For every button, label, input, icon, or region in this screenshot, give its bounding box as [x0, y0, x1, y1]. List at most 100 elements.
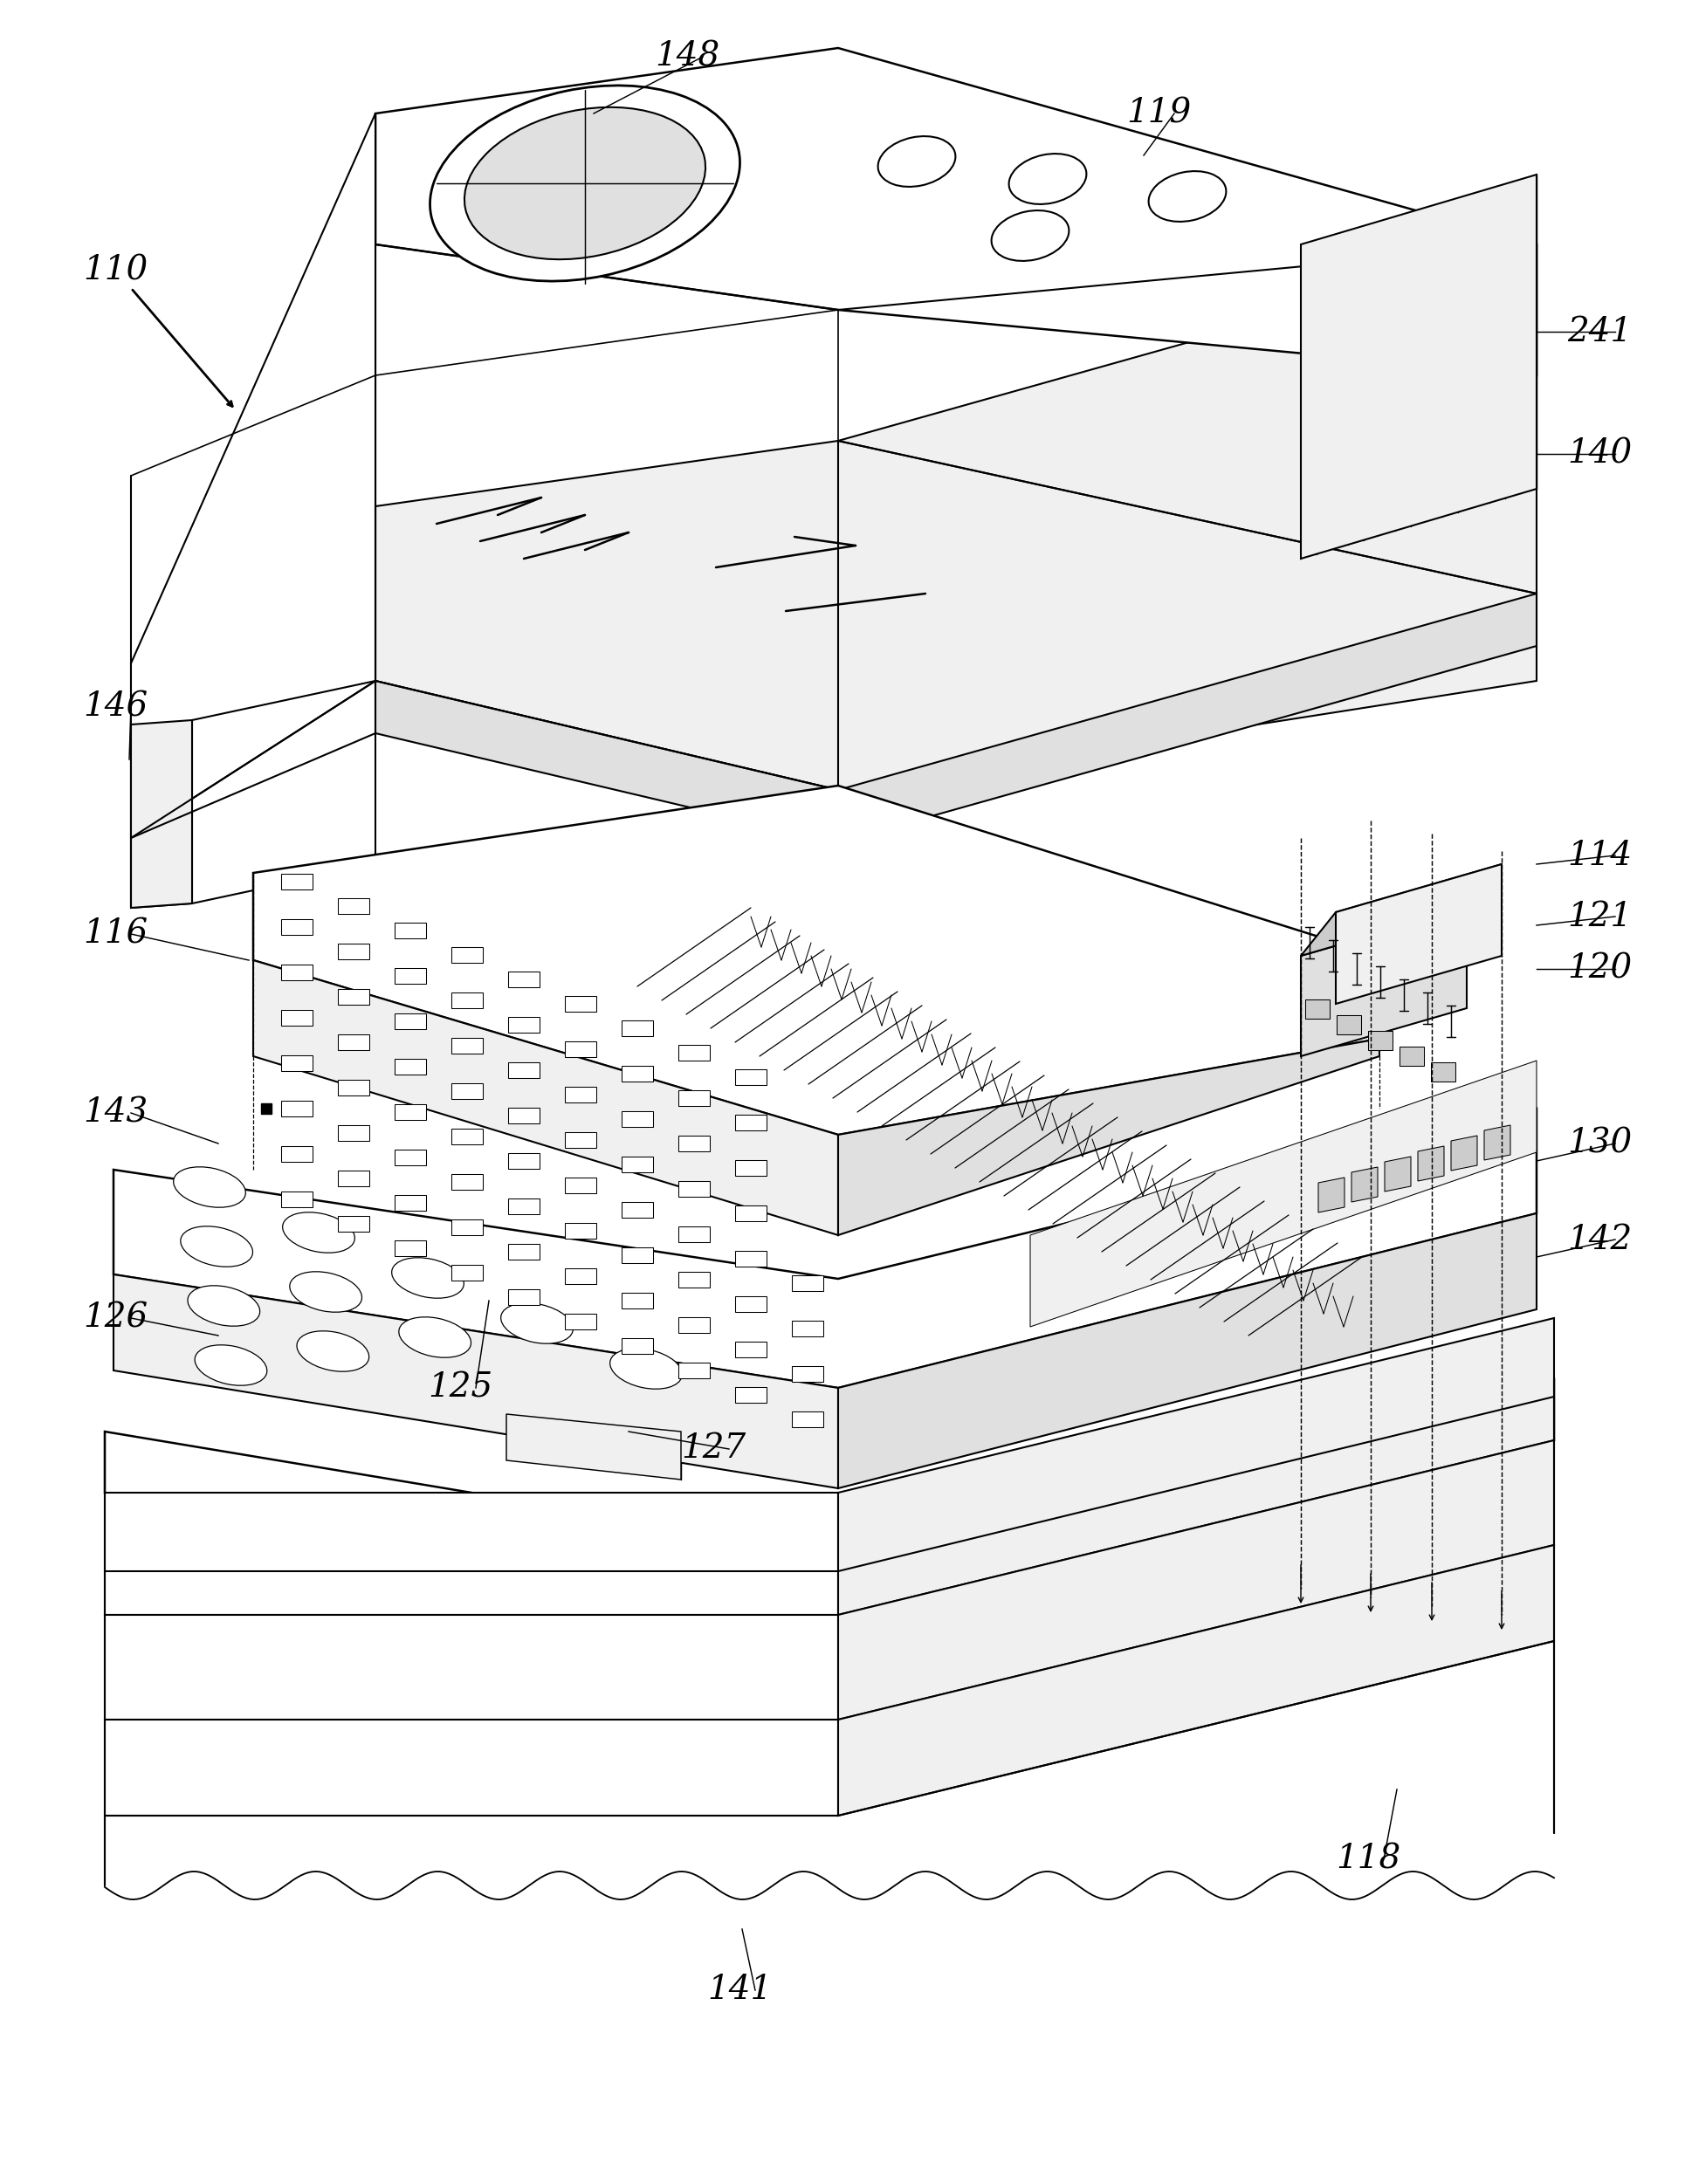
Polygon shape — [376, 48, 1535, 376]
Polygon shape — [564, 1131, 596, 1149]
Polygon shape — [564, 1269, 596, 1284]
Polygon shape — [337, 898, 369, 913]
Polygon shape — [394, 1059, 426, 1075]
Polygon shape — [131, 114, 376, 909]
Text: 110: 110 — [83, 256, 148, 286]
Polygon shape — [104, 1614, 837, 1719]
Polygon shape — [394, 1013, 426, 1029]
Polygon shape — [131, 721, 192, 909]
Polygon shape — [622, 1293, 652, 1308]
Ellipse shape — [430, 85, 740, 282]
Polygon shape — [452, 948, 482, 963]
Text: 120: 120 — [1567, 952, 1631, 985]
Polygon shape — [837, 1040, 1378, 1236]
Polygon shape — [394, 968, 426, 983]
Polygon shape — [735, 1114, 767, 1131]
Polygon shape — [735, 1251, 767, 1267]
Polygon shape — [281, 1147, 312, 1162]
Polygon shape — [735, 1387, 767, 1402]
Polygon shape — [837, 1544, 1554, 1815]
Polygon shape — [677, 1182, 709, 1197]
Polygon shape — [281, 965, 312, 981]
Polygon shape — [1336, 1016, 1360, 1035]
Polygon shape — [337, 1125, 369, 1140]
Polygon shape — [452, 1083, 482, 1099]
Polygon shape — [622, 1020, 652, 1035]
Polygon shape — [1301, 909, 1466, 1057]
Ellipse shape — [187, 1286, 259, 1326]
Text: 241: 241 — [1567, 314, 1631, 347]
Text: 143: 143 — [83, 1096, 148, 1129]
Polygon shape — [564, 1177, 596, 1192]
Ellipse shape — [991, 210, 1068, 260]
Ellipse shape — [463, 107, 704, 260]
Ellipse shape — [290, 1271, 362, 1313]
Polygon shape — [507, 1018, 539, 1033]
Polygon shape — [792, 1365, 822, 1382]
Polygon shape — [1335, 865, 1501, 1005]
Polygon shape — [677, 1271, 709, 1289]
Polygon shape — [452, 1219, 482, 1236]
Text: 141: 141 — [706, 1974, 772, 2007]
Polygon shape — [507, 1061, 539, 1079]
Polygon shape — [376, 441, 1535, 791]
Polygon shape — [677, 1044, 709, 1061]
Polygon shape — [735, 1206, 767, 1221]
Polygon shape — [452, 1265, 482, 1280]
Ellipse shape — [1147, 170, 1225, 221]
Polygon shape — [1483, 1125, 1510, 1160]
Polygon shape — [1030, 1061, 1535, 1328]
Polygon shape — [735, 1070, 767, 1085]
Polygon shape — [507, 1245, 539, 1260]
Polygon shape — [622, 1066, 652, 1081]
Polygon shape — [394, 922, 426, 939]
Polygon shape — [394, 1195, 426, 1210]
Ellipse shape — [283, 1212, 354, 1254]
Text: 140: 140 — [1567, 437, 1631, 470]
Polygon shape — [837, 1319, 1554, 1614]
Ellipse shape — [174, 1166, 246, 1208]
Polygon shape — [394, 1241, 426, 1256]
Ellipse shape — [1008, 153, 1085, 205]
Ellipse shape — [500, 1304, 573, 1343]
Polygon shape — [1417, 1147, 1444, 1182]
Polygon shape — [337, 1216, 369, 1232]
Polygon shape — [281, 1192, 312, 1208]
Polygon shape — [253, 961, 837, 1236]
Polygon shape — [792, 1411, 822, 1426]
Polygon shape — [677, 1317, 709, 1332]
Polygon shape — [337, 1171, 369, 1186]
Text: 119: 119 — [1126, 98, 1190, 129]
Polygon shape — [677, 1227, 709, 1243]
Text: 146: 146 — [83, 690, 148, 723]
Polygon shape — [564, 1315, 596, 1330]
Polygon shape — [622, 1339, 652, 1354]
Polygon shape — [452, 1037, 482, 1053]
Text: 114: 114 — [1567, 839, 1631, 871]
Text: 121: 121 — [1567, 900, 1631, 933]
Polygon shape — [1451, 1136, 1476, 1171]
Polygon shape — [507, 1199, 539, 1214]
Polygon shape — [507, 972, 539, 987]
Text: 148: 148 — [654, 41, 719, 72]
Polygon shape — [792, 1321, 822, 1337]
Polygon shape — [735, 1341, 767, 1358]
Polygon shape — [281, 919, 312, 935]
Ellipse shape — [399, 1317, 470, 1358]
Polygon shape — [1301, 865, 1501, 957]
Polygon shape — [131, 114, 376, 839]
Polygon shape — [622, 1158, 652, 1173]
Polygon shape — [677, 1363, 709, 1378]
Text: 130: 130 — [1567, 1127, 1631, 1160]
Polygon shape — [792, 1275, 822, 1291]
Polygon shape — [507, 1107, 539, 1123]
Polygon shape — [337, 1035, 369, 1051]
Polygon shape — [104, 1719, 837, 1815]
Polygon shape — [281, 1009, 312, 1026]
Polygon shape — [837, 245, 1535, 791]
Polygon shape — [452, 1129, 482, 1144]
Ellipse shape — [180, 1225, 253, 1267]
Polygon shape — [1318, 1177, 1345, 1212]
Polygon shape — [337, 1079, 369, 1096]
Polygon shape — [113, 1275, 837, 1487]
